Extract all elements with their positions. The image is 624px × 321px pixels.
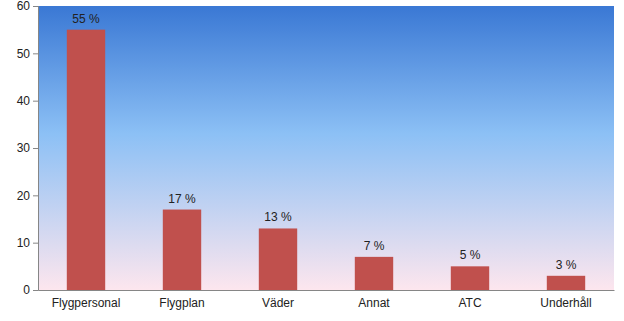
x-axis-line — [39, 290, 615, 291]
plot-background — [38, 6, 614, 290]
x-tick: Underhåll — [540, 290, 591, 310]
data-label: 7 % — [364, 239, 385, 253]
y-tick-label: 50 — [17, 47, 31, 61]
data-label: 5 % — [460, 248, 481, 262]
y-tick-mark — [33, 6, 38, 7]
y-tick-label: 20 — [17, 189, 31, 203]
y-tick-label: 0 — [23, 283, 30, 297]
y-tick-mark — [33, 53, 38, 54]
x-axis: Flygpersonal Flygplan Väder Annat ATC Underhå… — [39, 290, 615, 310]
y-tick: 0 — [23, 283, 38, 297]
y-tick-mark — [33, 290, 38, 291]
y-tick: 60 — [17, 0, 38, 13]
bar — [163, 210, 201, 290]
y-tick: 10 — [17, 236, 38, 250]
bar — [67, 30, 105, 290]
data-label: 17 % — [168, 192, 196, 206]
y-axis-line — [33, 7, 39, 291]
y-tick-mark — [33, 243, 38, 244]
data-label: 55 % — [72, 12, 100, 26]
data-labels: 55 % 17 % 13 % 7 % 5 % 3 % — [72, 12, 576, 272]
y-tick: 20 — [17, 189, 38, 203]
y-tick-label: 60 — [17, 0, 31, 13]
bar — [547, 276, 585, 290]
chart: 0 10 20 30 40 50 60 Flygpersonal Flygplan Väder An… — [0, 0, 624, 321]
x-tick-label: Annat — [358, 296, 390, 310]
bar — [451, 266, 489, 290]
y-tick-label: 40 — [17, 94, 31, 108]
x-tick-label: Flygplan — [159, 296, 204, 310]
x-tick-label: Flygpersonal — [52, 296, 121, 310]
y-tick-label: 30 — [17, 141, 31, 155]
y-tick: 40 — [17, 94, 38, 108]
y-axis: 0 10 20 30 40 50 60 — [17, 0, 39, 297]
x-tick: Annat — [358, 290, 390, 310]
y-tick-mark — [33, 148, 38, 149]
data-label: 3 % — [556, 258, 577, 272]
y-tick-label: 10 — [17, 236, 31, 250]
x-tick-label: ATC — [458, 296, 481, 310]
bars — [67, 30, 585, 290]
y-tick: 30 — [17, 141, 38, 155]
data-label: 13 % — [264, 210, 292, 224]
x-tick: Väder — [262, 290, 294, 310]
y-tick-mark — [33, 101, 38, 102]
x-tick: Flygplan — [159, 290, 204, 310]
bar — [355, 257, 393, 290]
y-tick-mark — [33, 195, 38, 196]
x-tick: ATC — [458, 290, 481, 310]
y-tick: 50 — [17, 47, 38, 61]
x-tick-label: Underhåll — [540, 296, 591, 310]
x-tick: Flygpersonal — [52, 290, 121, 310]
plot: 0 10 20 30 40 50 60 Flygpersonal Flygplan Väder An… — [17, 0, 615, 310]
bar — [259, 228, 297, 290]
x-tick-label: Väder — [262, 296, 294, 310]
